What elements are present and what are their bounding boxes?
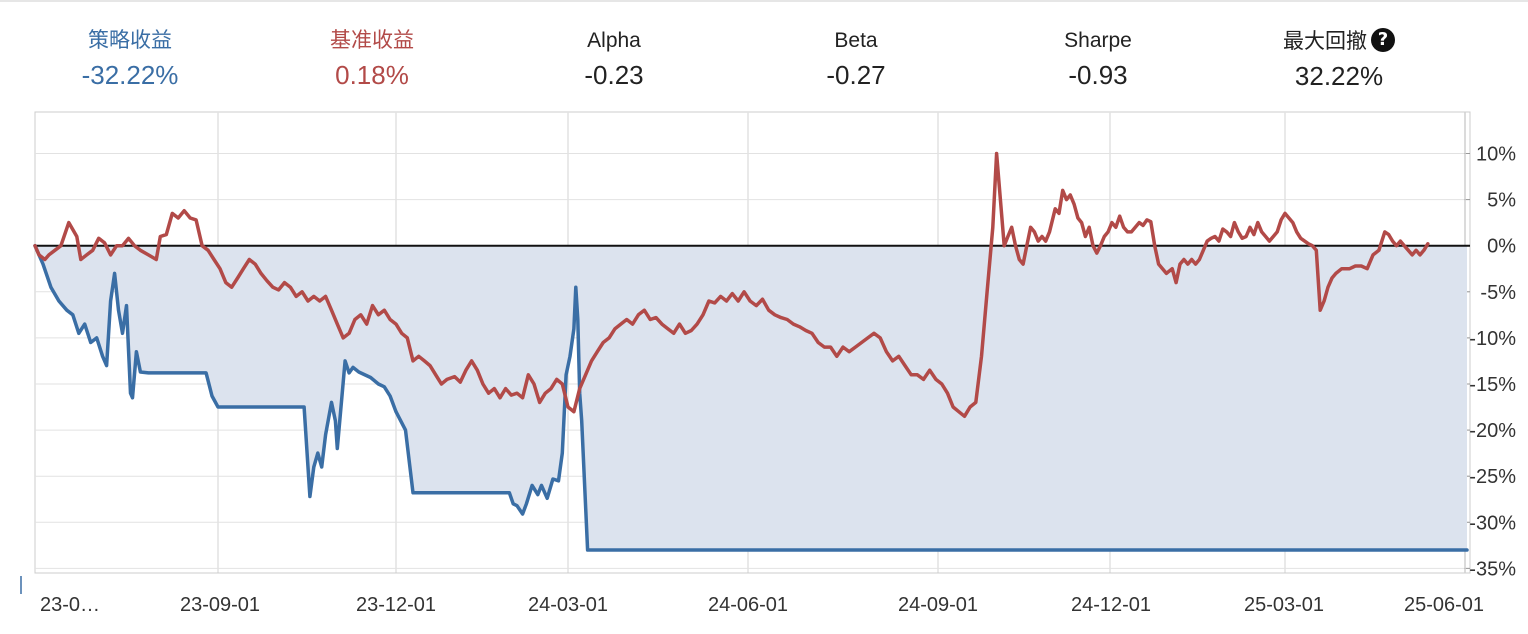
y-tick-label: -5% bbox=[1480, 282, 1516, 304]
y-tick-label: 0% bbox=[1487, 236, 1516, 258]
stat-value: 32.22% bbox=[1294, 61, 1384, 91]
y-tick-label: -15% bbox=[1469, 374, 1516, 396]
x-tick-label: 24-12-01 bbox=[1071, 594, 1151, 616]
stat-sharpe: Sharpe -0.93 bbox=[988, 28, 1208, 92]
benchmark-return-line bbox=[33, 151, 1430, 419]
x-tick-label: 24-06-01 bbox=[708, 594, 788, 616]
stat-value: -0.93 bbox=[1068, 60, 1128, 90]
stat-benchmark-return: 基准收益 0.18% bbox=[262, 28, 482, 92]
strategy-return-line bbox=[33, 243, 1469, 552]
x-tick-label: 23-09-01 bbox=[180, 594, 260, 616]
stat-label: 最大回撤? bbox=[1229, 28, 1449, 55]
x-tick-label: 23-0… bbox=[40, 594, 100, 616]
stat-label-text: 最大回撤 bbox=[1283, 30, 1367, 53]
y-tick-label: -35% bbox=[1469, 558, 1516, 580]
stat-value: -0.27 bbox=[826, 60, 886, 90]
stats-bar: 策略收益 -32.22% 基准收益 0.18% Alpha -0.23 Beta… bbox=[0, 0, 1528, 110]
stat-label: 基准收益 bbox=[330, 29, 414, 52]
stat-value: -32.22% bbox=[81, 60, 179, 90]
y-tick-label: -25% bbox=[1469, 466, 1516, 488]
y-tick-label: -10% bbox=[1469, 328, 1516, 350]
stat-value: 0.18% bbox=[335, 60, 409, 90]
y-tick-label: -30% bbox=[1469, 512, 1516, 534]
x-tick-label: 23-12-01 bbox=[356, 594, 436, 616]
x-tick-label: 25-03-01 bbox=[1244, 594, 1324, 616]
x-tick-label: 24-03-01 bbox=[528, 594, 608, 616]
y-tick-label: -20% bbox=[1469, 420, 1516, 442]
x-tick-label: 25-06-01 bbox=[1404, 594, 1484, 616]
stat-beta: Beta -0.27 bbox=[746, 28, 966, 92]
stat-alpha: Alpha -0.23 bbox=[504, 28, 724, 92]
strategy-area-fill bbox=[35, 245, 1467, 550]
stat-label: Sharpe bbox=[1064, 29, 1132, 52]
y-tick-label: 5% bbox=[1487, 190, 1516, 212]
x-tick-label: 24-09-01 bbox=[898, 594, 978, 616]
top-border bbox=[0, 0, 1528, 2]
stat-label: Alpha bbox=[587, 29, 641, 52]
stat-strategy-return: 策略收益 -32.22% bbox=[20, 28, 240, 92]
stat-max-drawdown: 最大回撤? 32.22% bbox=[1229, 28, 1449, 93]
y-tick-label: 10% bbox=[1476, 143, 1516, 165]
stat-label: Beta bbox=[834, 29, 878, 52]
question-circle-icon[interactable]: ? bbox=[1371, 28, 1395, 52]
stat-value: -0.23 bbox=[584, 60, 644, 90]
stat-label: 策略收益 bbox=[88, 29, 172, 52]
